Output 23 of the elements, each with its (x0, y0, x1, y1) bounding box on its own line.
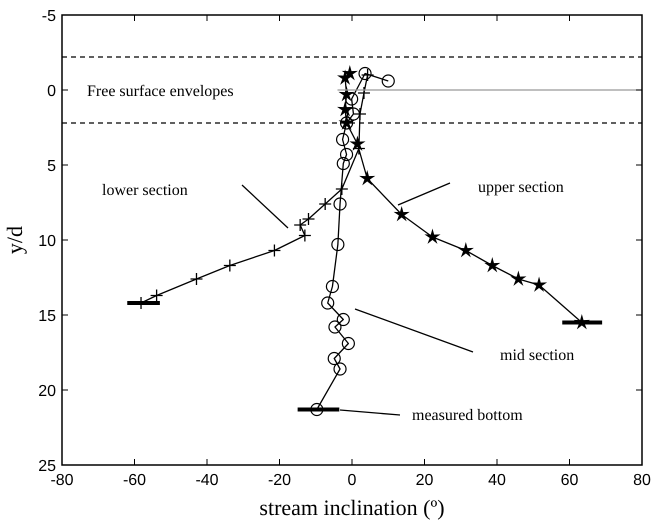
x-tick-label: 80 (633, 472, 651, 489)
x-tick-label: 60 (560, 472, 578, 489)
x-tick-label: 40 (488, 472, 506, 489)
y-tick-label: -5 (42, 8, 56, 25)
x-tick-label: -60 (122, 472, 146, 489)
annotation: mid section (500, 347, 574, 364)
annotation: upper section (478, 179, 564, 196)
x-tick-label: -20 (268, 472, 292, 489)
annotation: lower section (102, 182, 188, 199)
y-tick-label: 0 (47, 83, 56, 100)
x-tick-label: -40 (195, 472, 219, 489)
x-axis-title: stream inclination (º) (259, 495, 445, 520)
annotation: measured bottom (412, 407, 524, 424)
x-tick-label: 20 (416, 472, 434, 489)
x-tick-label: 0 (348, 472, 357, 489)
y-tick-label: 20 (38, 383, 56, 400)
annotation: Free surface envelopes (87, 83, 234, 100)
y-tick-label: 5 (47, 158, 56, 175)
x-tick-label: -80 (50, 472, 74, 489)
y-tick-label: 15 (38, 308, 56, 325)
y-tick-label: 25 (38, 458, 56, 475)
y-axis-title: y/d (2, 226, 27, 254)
y-tick-label: 10 (38, 233, 56, 250)
